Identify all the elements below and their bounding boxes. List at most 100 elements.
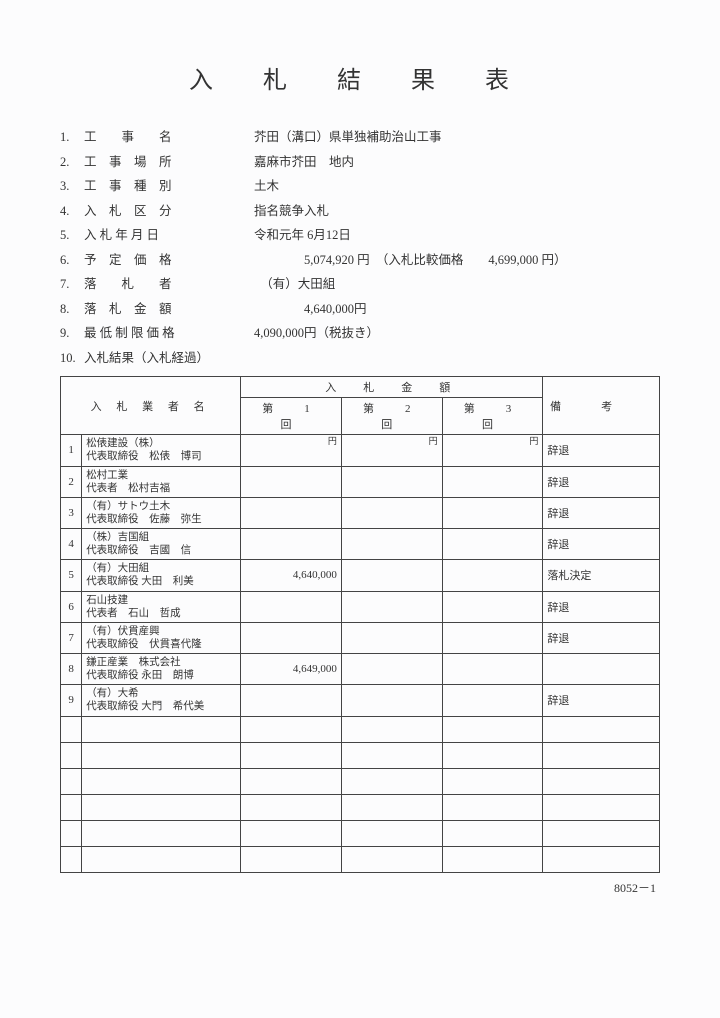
bidder-name: （有）大田組代表取締役 大田 利美 [82,560,241,591]
info-label: 入 札 年 月 日 [84,229,254,242]
amount-r3 [442,622,543,653]
amount-r2 [341,497,442,528]
hdr-bidder: 入 札 業 者 名 [61,377,241,435]
info-value: 令和元年 6月12日 [254,229,660,242]
info-num: 5. [60,229,84,242]
empty-cell [543,794,660,820]
info-label: 入 札 区 分 [84,205,254,218]
row-number: 6 [61,591,82,622]
row-number: 7 [61,622,82,653]
empty-cell [442,820,543,846]
page-title: 入 札 結 果 表 [60,60,660,95]
info-num: 3. [60,180,84,193]
info-num: 9. [60,327,84,340]
empty-cell [241,846,342,872]
amount-r3 [442,591,543,622]
empty-cell [543,742,660,768]
hdr-round3: 第 3 回 [442,398,543,435]
remark-cell: 辞退 [543,622,660,653]
empty-cell [61,742,82,768]
empty-cell [61,716,82,742]
amount-r3 [442,448,543,466]
info-row: 7.落 札 者 （有）大田組 [60,278,660,291]
empty-cell [442,742,543,768]
empty-cell [341,742,442,768]
remark-cell: 落札決定 [543,560,660,591]
empty-cell [241,768,342,794]
empty-cell [543,716,660,742]
bidder-name: （株）吉国組代表取締役 吉國 信 [82,529,241,560]
info-num: 2. [60,156,84,169]
empty-cell [82,742,241,768]
amount-r3 [442,654,543,685]
empty-cell [241,794,342,820]
empty-cell [82,768,241,794]
hdr-amount: 入 札 金 額 [241,377,543,398]
info-value: 5,074,920 円 （入札比較価格 4,699,000 円） [254,254,660,267]
empty-cell [61,820,82,846]
empty-cell [442,716,543,742]
yen-label: 円 [442,435,543,449]
remark-cell: 辞退 [543,529,660,560]
table-row: 5（有）大田組代表取締役 大田 利美4,640,000落札決定 [61,560,660,591]
row-number: 4 [61,529,82,560]
info-value: 嘉麻市芥田 地内 [254,156,660,169]
table-row: 8鎌正産業 株式会社代表取締役 永田 朗博4,649,000 [61,654,660,685]
empty-cell [442,794,543,820]
row-number: 1 [61,435,82,467]
amount-r2 [341,448,442,466]
amount-r1 [241,448,342,466]
row-number: 8 [61,654,82,685]
info-label: 工 事 名 [84,131,254,144]
row-number: 9 [61,685,82,716]
info-num: 6. [60,254,84,267]
empty-cell [82,716,241,742]
info-label: 最 低 制 限 価 格 [84,327,254,340]
bidder-name: 鎌正産業 株式会社代表取締役 永田 朗博 [82,654,241,685]
info-label: 落 札 者 [84,278,254,291]
info-num: 4. [60,205,84,218]
table-row-empty [61,846,660,872]
amount-r3 [442,466,543,497]
empty-cell [241,742,342,768]
hdr-round1: 第 1 回 [241,398,342,435]
info-value: 土木 [254,180,660,193]
info-row: 1.工 事 名芥田（溝口）県単独補助治山工事 [60,131,660,144]
hdr-round2: 第 2 回 [341,398,442,435]
empty-cell [61,794,82,820]
remark-cell [543,654,660,685]
empty-cell [341,716,442,742]
empty-cell [241,820,342,846]
table-row: 7（有）伏貫産興代表取締役 伏貫喜代隆辞退 [61,622,660,653]
hdr-remark: 備考 [543,377,660,435]
info-list: 1.工 事 名芥田（溝口）県単独補助治山工事2.工 事 場 所嘉麻市芥田 地内3… [60,131,660,364]
table-row: 4（株）吉国組代表取締役 吉國 信 辞退 [61,529,660,560]
empty-cell [341,794,442,820]
empty-cell [543,846,660,872]
bid-table-head: 入 札 業 者 名 入 札 金 額 備考 第 1 回 第 2 回 第 3 回 [61,377,660,435]
info-row: 8.落 札 金 額 4,640,000円 [60,303,660,316]
table-row-empty [61,820,660,846]
bidder-name: 松俵建設（株）代表取締役 松俵 博司 [82,435,241,467]
amount-r2 [341,591,442,622]
yen-label: 円 [241,435,342,449]
info-label: 工 事 種 別 [84,180,254,193]
amount-r1: 4,649,000 [241,654,342,685]
table-row: 9（有）大希代表取締役 大門 希代美辞退 [61,685,660,716]
bidder-name: （有）サトウ土木代表取締役 佐藤 弥生 [82,497,241,528]
info-row: 9.最 低 制 限 価 格4,090,000円（税抜き） [60,327,660,340]
empty-cell [82,794,241,820]
amount-r3 [442,497,543,528]
remark-cell: 辞退 [543,591,660,622]
bid-table: 入 札 業 者 名 入 札 金 額 備考 第 1 回 第 2 回 第 3 回 1… [60,376,660,873]
info-row: 10.入札結果（入札経過） [60,352,660,365]
empty-cell [61,846,82,872]
info-row: 5.入 札 年 月 日令和元年 6月12日 [60,229,660,242]
empty-cell [341,820,442,846]
info-value: 4,640,000円 [254,303,660,316]
info-row: 4.入 札 区 分指名競争入札 [60,205,660,218]
empty-cell [341,768,442,794]
empty-cell [442,846,543,872]
info-row: 6.予 定 価 格 5,074,920 円 （入札比較価格 4,699,000 … [60,254,660,267]
table-row: 3（有）サトウ土木代表取締役 佐藤 弥生辞退 [61,497,660,528]
